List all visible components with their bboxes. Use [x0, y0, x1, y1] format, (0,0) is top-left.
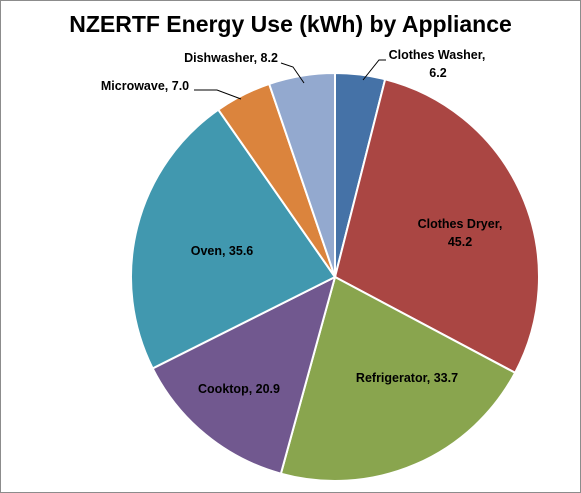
- leader-line-clothes-washer: [362, 59, 386, 81]
- data-label-dishwasher: Dishwasher, 8.2: [184, 51, 278, 65]
- pie-slice-dishwasher: [267, 71, 336, 278]
- pie-slice-refrigerator: [279, 275, 517, 482]
- pie-slice-clothes-dryer: [333, 78, 540, 375]
- pie-slice-cooktop: [151, 275, 337, 475]
- chart-title: NZERTF Energy Use (kWh) by Appliance: [69, 11, 512, 37]
- pie-slice-oven: [130, 108, 337, 370]
- leader-line-microwave: [194, 89, 242, 100]
- leader-line-dishwasher: [280, 62, 305, 84]
- data-label-cooktop: Cooktop, 20.9: [198, 382, 280, 396]
- data-label-oven: Oven, 35.6: [191, 244, 254, 258]
- data-label-clothes-washer: Clothes Washer, 6.2: [389, 48, 486, 80]
- data-label-clothes-dryer: Clothes Dryer, 45.2: [418, 217, 503, 249]
- data-label-microwave: Microwave, 7.0: [101, 79, 189, 93]
- data-label-refrigerator: Refrigerator, 33.7: [356, 371, 458, 385]
